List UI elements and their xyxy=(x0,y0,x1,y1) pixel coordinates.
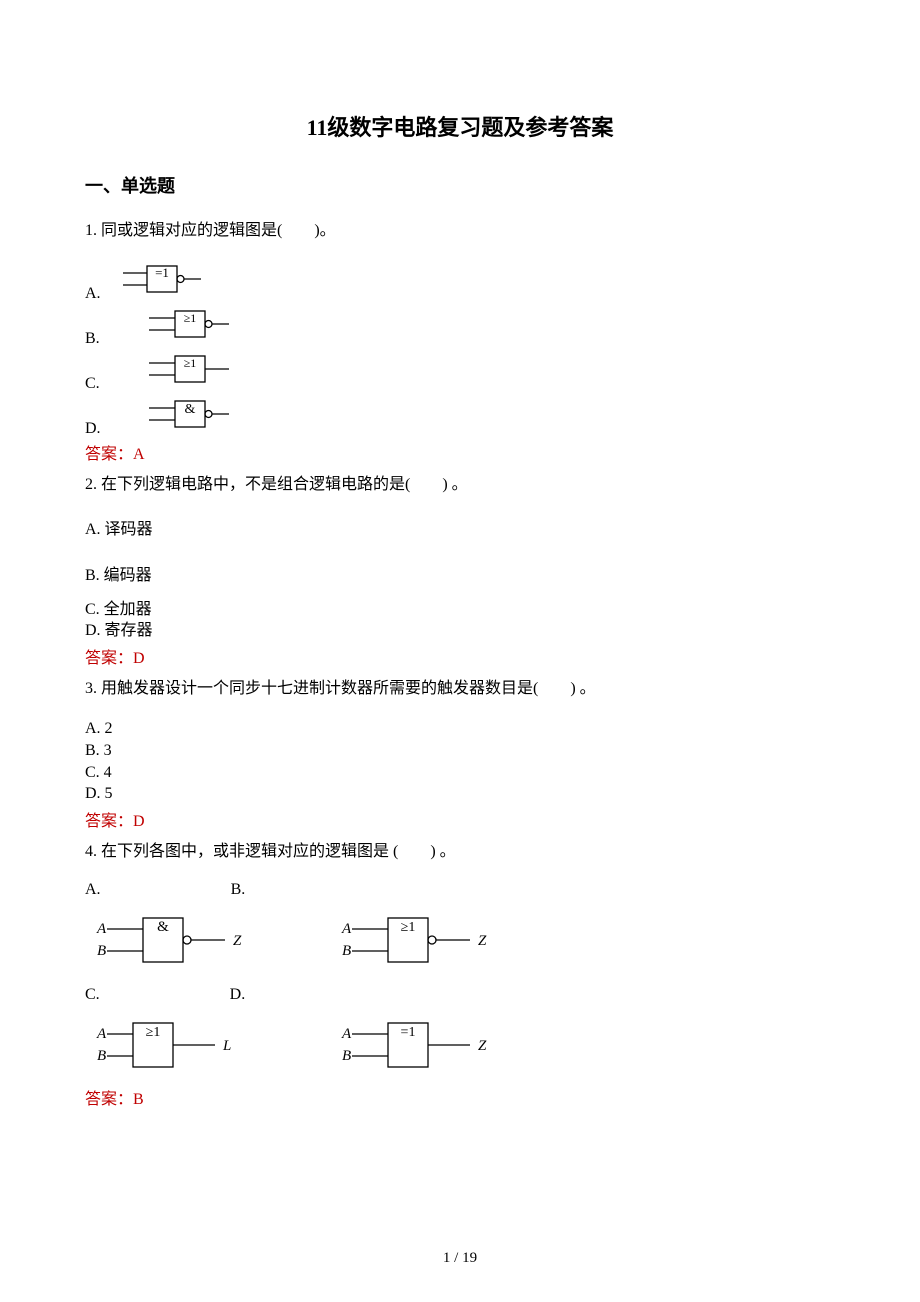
q4-c-label: C. xyxy=(85,986,100,1004)
svg-text:B: B xyxy=(342,943,351,959)
q1-opt-b: B. ≥1 xyxy=(85,305,835,348)
svg-text:=1: =1 xyxy=(401,1025,416,1040)
svg-text:Z: Z xyxy=(233,933,242,949)
page-number: 1 / 19 xyxy=(0,1250,920,1267)
gate-nand-labeled-icon: A B & Z xyxy=(85,909,250,976)
svg-text:B: B xyxy=(97,1048,106,1064)
q4-a-label: A. xyxy=(85,881,101,899)
gate-xnor-icon: =1 xyxy=(109,260,209,303)
gate-or-icon: ≥1 xyxy=(139,350,239,393)
q2-answer: 答案：D xyxy=(85,644,835,668)
q2-opt-c: C. 全加器 xyxy=(85,599,835,621)
q4-d-label: D. xyxy=(230,986,246,1004)
q2-opt-a: A. 译码器 xyxy=(85,515,835,539)
svg-text:A: A xyxy=(341,921,352,937)
q2-opt-b: B. 编码器 xyxy=(85,561,835,585)
q1-c-label: C. xyxy=(85,375,105,393)
q3-opt-d: D. 5 xyxy=(85,783,835,805)
gate-nor-icon: ≥1 xyxy=(139,305,239,348)
gate-symbol: ≥1 xyxy=(184,356,197,370)
svg-text:&: & xyxy=(157,919,169,935)
q4-answer: 答案：B xyxy=(85,1085,835,1109)
q1-d-label: D. xyxy=(85,420,105,438)
svg-text:A: A xyxy=(341,1026,352,1042)
svg-text:Z: Z xyxy=(478,1038,487,1054)
gate-nor-labeled-icon: A B ≥1 Z xyxy=(330,909,495,976)
q3-text: 3. 用触发器设计一个同步十七进制计数器所需要的触发器数目是( ) 。 xyxy=(85,678,835,700)
q3-opt-c: C. 4 xyxy=(85,762,835,784)
svg-text:A: A xyxy=(96,1026,107,1042)
q3-answer: 答案：D xyxy=(85,807,835,831)
q1-opt-d: D. & xyxy=(85,395,835,438)
q1-answer: 答案：A xyxy=(85,440,835,464)
q4-text: 4. 在下列各图中，或非逻辑对应的逻辑图是 ( ) 。 xyxy=(85,841,835,863)
gate-xor-labeled-icon: A B =1 Z xyxy=(330,1014,495,1081)
gate-symbol: ≥1 xyxy=(184,311,197,325)
svg-text:A: A xyxy=(96,921,107,937)
q3-opt-b: B. 3 xyxy=(85,740,835,762)
q1-opt-a: A. =1 xyxy=(85,260,835,303)
gate-nand-icon: & xyxy=(139,395,239,438)
svg-text:B: B xyxy=(97,943,106,959)
gate-symbol: & xyxy=(185,402,196,417)
gate-symbol: =1 xyxy=(155,265,169,280)
q3-opt-a: A. 2 xyxy=(85,718,835,740)
svg-text:L: L xyxy=(222,1038,231,1054)
q1-b-label: B. xyxy=(85,330,105,348)
svg-text:≥1: ≥1 xyxy=(146,1025,161,1040)
page-title: 11级数字电路复习题及参考答案 xyxy=(85,110,835,142)
q1-text: 1. 同或逻辑对应的逻辑图是( )。 xyxy=(85,220,835,242)
q1-opt-c: C. ≥1 xyxy=(85,350,835,393)
svg-text:B: B xyxy=(342,1048,351,1064)
section-header: 一、单选题 xyxy=(85,172,835,198)
q2-opt-d: D. 寄存器 xyxy=(85,620,835,642)
q4-b-label: B. xyxy=(231,881,246,899)
svg-text:Z: Z xyxy=(478,933,487,949)
svg-text:≥1: ≥1 xyxy=(401,920,416,935)
q1-a-label: A. xyxy=(85,285,105,303)
gate-or-labeled-icon: A B ≥1 L xyxy=(85,1014,250,1081)
q2-text: 2. 在下列逻辑电路中，不是组合逻辑电路的是( ) 。 xyxy=(85,474,835,496)
